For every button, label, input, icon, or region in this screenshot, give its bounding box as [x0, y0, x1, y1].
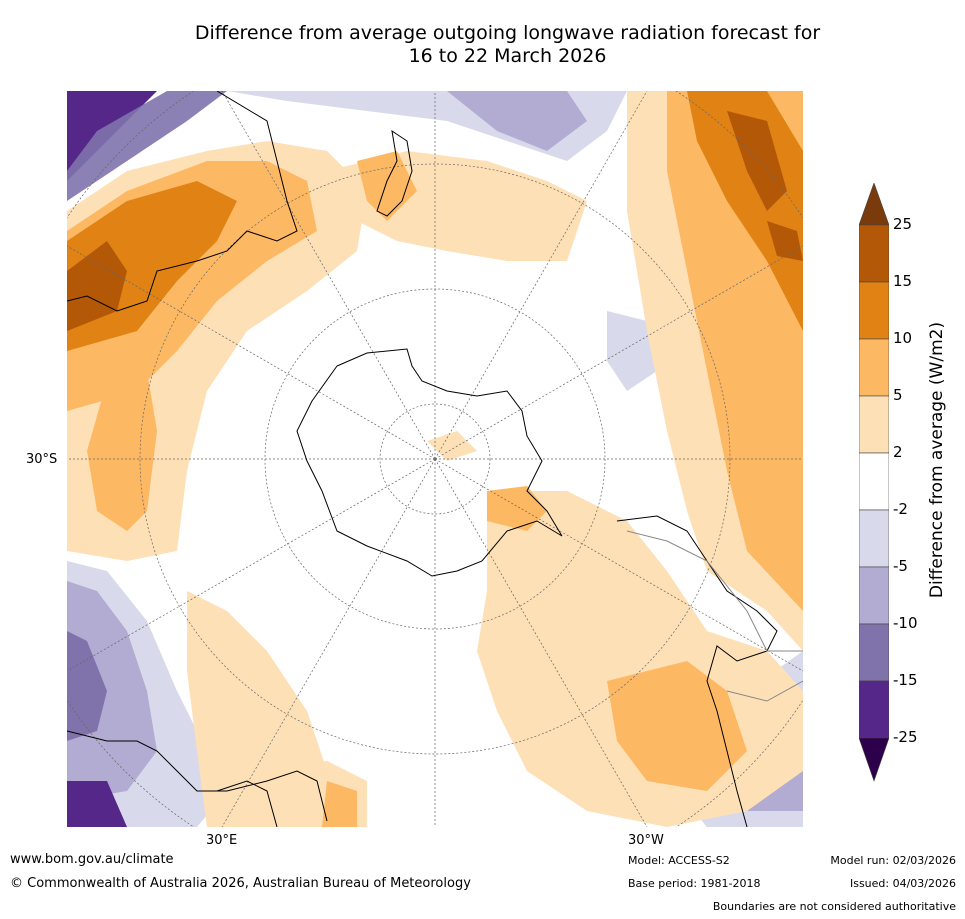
colorbar-extend-low [858, 737, 890, 782]
new-zealand-coast [376, 129, 413, 217]
south-africa-coast [216, 780, 278, 827]
label-30w: 30°W [628, 833, 664, 848]
label-30s: 30°S [26, 452, 58, 467]
australia-coast [67, 91, 298, 312]
colorbar-bin-m25-m15 [858, 680, 890, 739]
graticule [67, 91, 803, 827]
polar-map [67, 91, 803, 827]
cbar-tick-10: 10 [893, 329, 913, 347]
label-30e: 30°E [206, 833, 238, 848]
chart-title: Difference from average outgoing longwav… [0, 22, 965, 68]
cbar-tick-2: 2 [893, 443, 903, 461]
colorbar-bin-m15-m10 [858, 623, 890, 682]
colorbar-extend-high [858, 182, 890, 226]
colorbar-svg [858, 182, 890, 782]
footer-base-period: Base period: 1981-2018 [628, 877, 761, 890]
footer-model: Model: ACCESS-S2 [628, 854, 730, 867]
footer-copyright: © Commonwealth of Australia 2026, Austra… [10, 876, 471, 891]
colorbar-bin-5-10 [858, 338, 890, 397]
colorbar-title: Difference from average (W/m2) [927, 321, 947, 599]
cbar-tick-15: 15 [893, 272, 913, 290]
footer-model-run: Model run: 02/03/2026 [830, 854, 956, 867]
colorbar-bin-m5-m2 [858, 509, 890, 568]
colorbar-bin-2-5 [858, 395, 890, 454]
footer-disclaimer: Boundaries are not considered authoritat… [712, 900, 956, 913]
africa-coast [67, 730, 328, 822]
footer-website[interactable]: www.bom.gov.au/climate [10, 852, 174, 867]
cbar-tick-m15: -15 [893, 671, 918, 689]
boundaries [626, 530, 803, 702]
footer-issued: Issued: 04/03/2026 [849, 877, 956, 890]
cbar-tick-m10: -10 [893, 614, 918, 632]
cbar-tick-25: 25 [893, 215, 913, 233]
title-line-1: Difference from average outgoing longwav… [194, 22, 821, 44]
cbar-tick-m5: -5 [893, 557, 908, 575]
colorbar-bin-10-15 [858, 281, 890, 340]
colorbar-bin-m2-2 [858, 452, 890, 511]
colorbar [858, 182, 890, 783]
cbar-tick-m25: -25 [893, 728, 918, 746]
cbar-tick-m2: -2 [893, 500, 908, 518]
colorbar-bin-m10-m5 [858, 566, 890, 625]
cbar-tick-5: 5 [893, 386, 903, 404]
colorbar-bin-15-25 [858, 224, 890, 283]
title-line-2: 16 to 22 March 2026 [408, 45, 607, 67]
antarctica-coast [296, 348, 563, 577]
map-svg [67, 91, 803, 827]
